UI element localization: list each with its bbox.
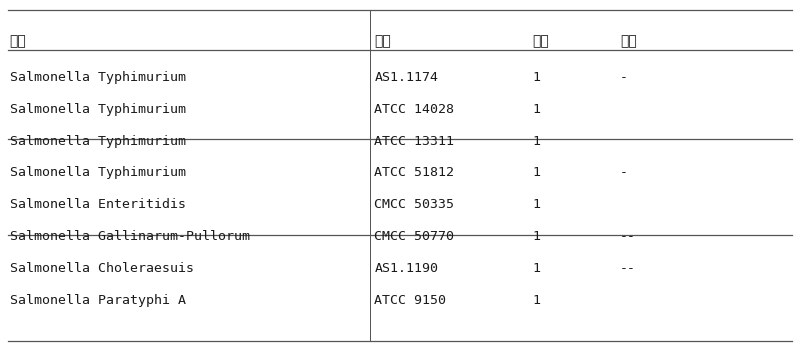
Text: Salmonella Paratyphi A: Salmonella Paratyphi A [10, 294, 186, 307]
Text: 1: 1 [532, 166, 540, 180]
Text: ATCC 14028: ATCC 14028 [374, 103, 454, 116]
Text: --: -- [620, 230, 636, 243]
Text: 菌数: 菌数 [532, 35, 549, 48]
Text: 1: 1 [532, 198, 540, 211]
Text: -: - [620, 166, 628, 180]
Text: ATCC 51812: ATCC 51812 [374, 166, 454, 180]
Text: 1: 1 [532, 294, 540, 307]
Text: 1: 1 [532, 71, 540, 84]
Text: 编号: 编号 [374, 35, 391, 48]
Text: AS1.1190: AS1.1190 [374, 262, 438, 275]
Text: Salmonella Choleraesuis: Salmonella Choleraesuis [10, 262, 194, 275]
Text: Salmonella Enteritidis: Salmonella Enteritidis [10, 198, 186, 211]
Text: --: -- [620, 262, 636, 275]
Text: Salmonella Typhimurium: Salmonella Typhimurium [10, 166, 186, 180]
Text: 结果: 结果 [620, 35, 637, 48]
Text: AS1.1174: AS1.1174 [374, 71, 438, 84]
Text: Salmonella Gallinarum-Pullorum: Salmonella Gallinarum-Pullorum [10, 230, 250, 243]
Text: 1: 1 [532, 103, 540, 116]
Text: ATCC 9150: ATCC 9150 [374, 294, 446, 307]
Text: 1: 1 [532, 135, 540, 148]
Text: Salmonella Typhimurium: Salmonella Typhimurium [10, 71, 186, 84]
Text: CMCC 50770: CMCC 50770 [374, 230, 454, 243]
Text: 菌株: 菌株 [10, 35, 26, 48]
Text: 1: 1 [532, 230, 540, 243]
Text: 1: 1 [532, 262, 540, 275]
Text: Salmonella Typhimurium: Salmonella Typhimurium [10, 103, 186, 116]
Text: Salmonella Typhimurium: Salmonella Typhimurium [10, 135, 186, 148]
Text: -: - [620, 71, 628, 84]
Text: CMCC 50335: CMCC 50335 [374, 198, 454, 211]
Text: ATCC 13311: ATCC 13311 [374, 135, 454, 148]
